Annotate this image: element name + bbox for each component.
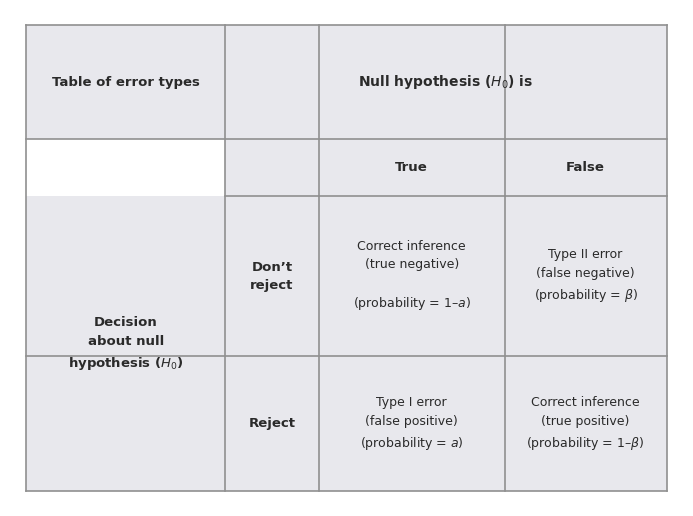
Bar [225, 139, 319, 196]
Text: Null hypothesis ($\mathit{H}_0$) is: Null hypothesis ($\mathit{H}_0$) is [358, 73, 534, 91]
Text: Decision
about null
hypothesis ($\mathit{H}_0$): Decision about null hypothesis ($\mathit… [68, 316, 184, 372]
Text: Don’t
reject: Don’t reject [250, 261, 294, 292]
Bar [225, 196, 319, 356]
Bar [505, 139, 667, 196]
Bar [26, 25, 225, 139]
Text: Table of error types: Table of error types [52, 75, 200, 89]
Bar [319, 196, 505, 356]
Text: Correct inference
(true positive)
(probability = 1–$\mathit{\beta}$): Correct inference (true positive) (proba… [527, 396, 644, 452]
Bar [505, 196, 667, 356]
Bar [505, 356, 667, 491]
Text: True: True [395, 161, 428, 174]
Bar [225, 25, 667, 139]
Bar [26, 196, 225, 491]
Text: Type II error
(false negative)
(probability = $\mathit{\beta}$): Type II error (false negative) (probabil… [534, 248, 638, 304]
Bar [225, 356, 319, 491]
Text: Reject: Reject [249, 417, 295, 430]
Text: Correct inference
(true negative)

(probability = 1–$\mathit{a}$): Correct inference (true negative) (proba… [353, 240, 471, 312]
Text: False: False [566, 161, 605, 174]
Bar [319, 139, 505, 196]
Bar [319, 356, 505, 491]
Text: Type I error
(false positive)
(probability = $\mathit{a}$): Type I error (false positive) (probabili… [360, 396, 464, 452]
